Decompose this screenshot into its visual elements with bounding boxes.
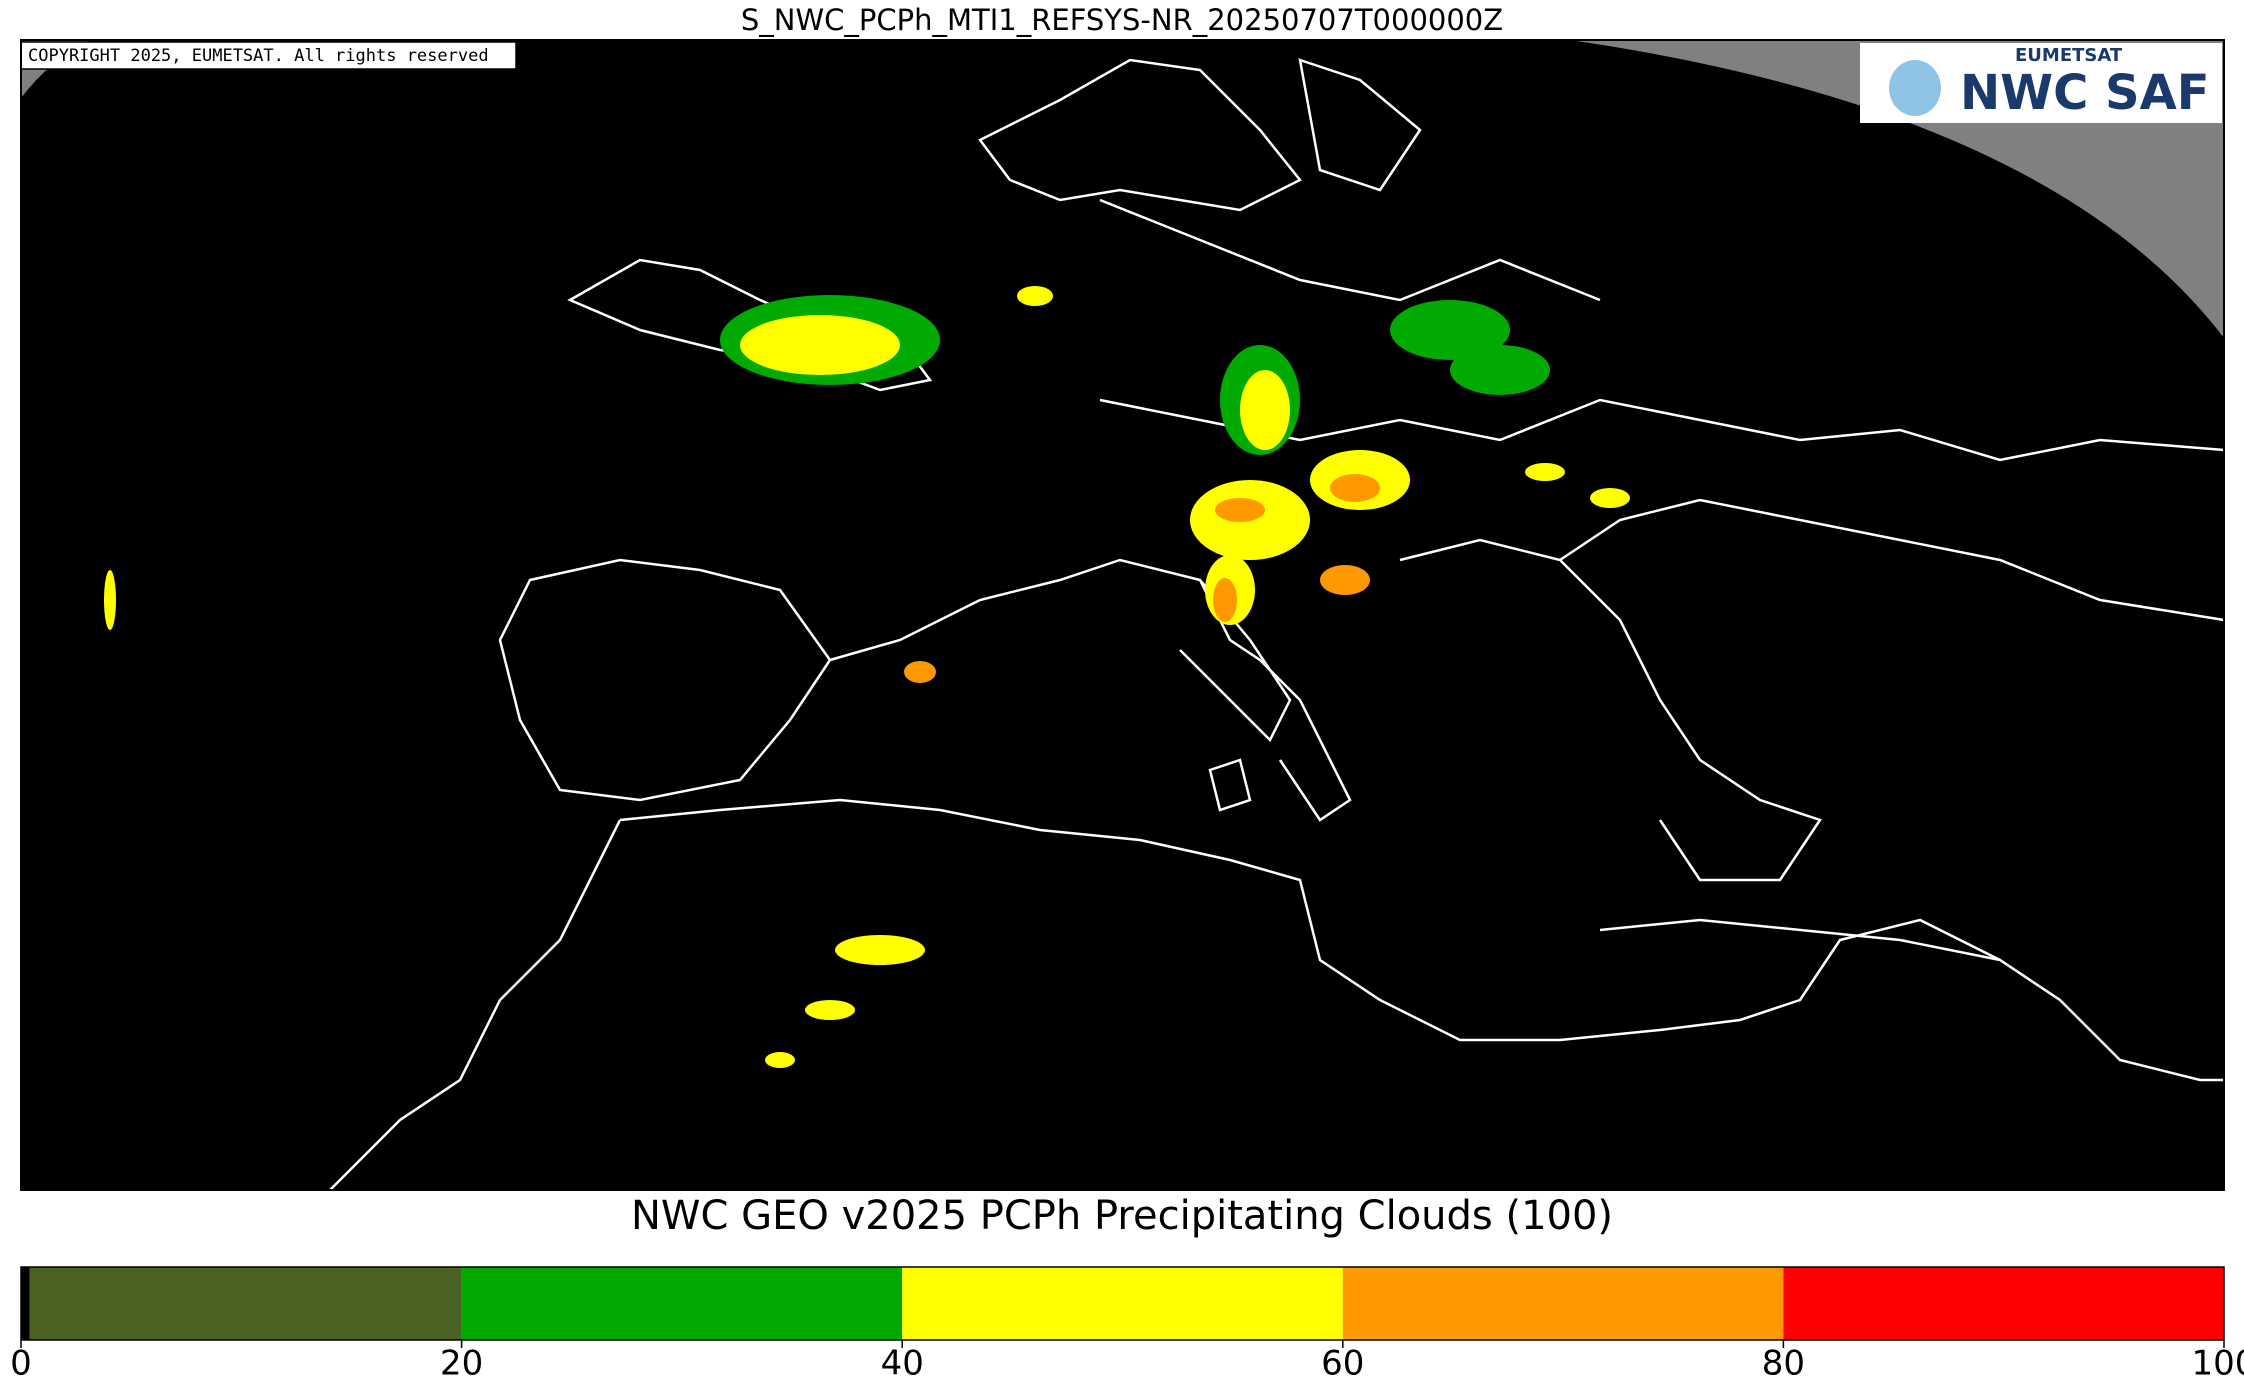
- colorbar-segment: [461, 1267, 903, 1340]
- map-background: [21, 40, 2224, 1190]
- map: COPYRIGHT 2025, EUMETSAT. All rights res…: [20, 39, 2225, 1191]
- tick-label: 80: [1762, 1344, 1805, 1384]
- colorbar: 0 20 40 60 80 100: [10, 1266, 2244, 1384]
- precipitation: [104, 286, 1630, 1068]
- copyright: COPYRIGHT 2025, EUMETSAT. All rights res…: [28, 46, 489, 66]
- colorbar-title: NWC GEO v2025 PCPh Precipitating Clouds …: [631, 1193, 1613, 1239]
- logo-top: EUMETSAT: [2015, 45, 2123, 66]
- logo-icon: [1889, 60, 1941, 116]
- colorbar-segment: [1342, 1267, 1784, 1340]
- logo-main: NWC SAF: [1960, 65, 2210, 121]
- colorbar-frame: [20, 1266, 2225, 1341]
- copyright-box: [20, 41, 517, 70]
- colorbar-segment: [902, 1267, 1343, 1340]
- tick-label: 40: [881, 1344, 924, 1384]
- map-frame: [20, 39, 2225, 1191]
- tick-label: 60: [1321, 1344, 1364, 1384]
- title: S_NWC_PCPh_MTI1_REFSYS-NR_20250707T00000…: [741, 3, 1503, 37]
- tick-label: 0: [10, 1344, 32, 1384]
- colorbar-segment: [29, 1267, 462, 1340]
- colorbar-segment: [1783, 1267, 2224, 1340]
- tick-label: 20: [440, 1344, 483, 1384]
- colorbar-segment: [21, 1267, 30, 1340]
- tick-label: 100: [2192, 1344, 2244, 1384]
